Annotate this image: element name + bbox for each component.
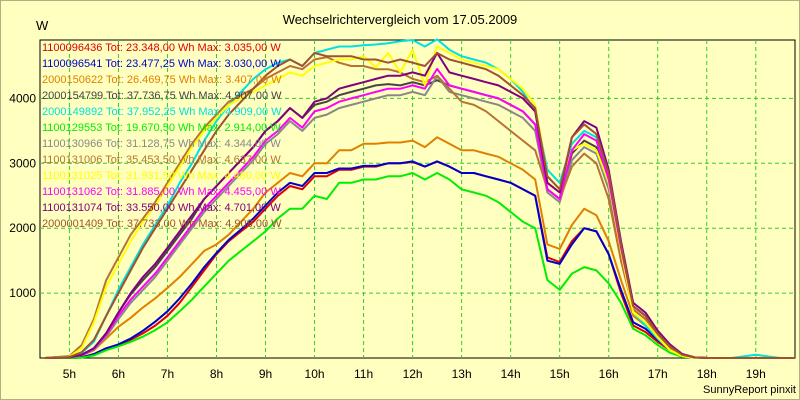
series-line-11 bbox=[44, 51, 795, 359]
x-tick-label: 18h bbox=[697, 367, 717, 381]
x-tick-label: 8h bbox=[210, 367, 223, 381]
y-tick-label: 2000 bbox=[9, 221, 36, 235]
series-lines bbox=[44, 38, 795, 359]
x-tick-label: 16h bbox=[599, 367, 619, 381]
legend-entry-11: 1100131074 Tot: 33.550,00 Wh Max: 4.701,… bbox=[42, 202, 281, 214]
y-tick-label: 1000 bbox=[9, 286, 36, 300]
series-line-3 bbox=[44, 136, 795, 359]
y-axis-label: W bbox=[36, 18, 49, 33]
x-tick-label: 6h bbox=[112, 367, 125, 381]
legend-entry-6: 1100129553 Tot: 19.670,50 Wh Max: 2.914,… bbox=[42, 122, 281, 134]
legend: 1100096436 Tot: 23.348,00 Wh Max: 3.035,… bbox=[42, 42, 282, 230]
y-tick-label: 3000 bbox=[9, 156, 36, 170]
y-axis-ticks: 1000 2000 3000 4000 bbox=[9, 91, 36, 300]
x-tick-label: 19h bbox=[746, 367, 766, 381]
legend-entry-7: 1100130966 Tot: 31.128,75 Wh Max: 4.344,… bbox=[42, 138, 281, 150]
series-line-6 bbox=[44, 172, 795, 359]
legend-entry-2: 1100096541 Tot: 23.477,25 Wh Max: 3.030,… bbox=[42, 58, 281, 70]
chart-title: Wechselrichtervergleich vom 17.05.2009 bbox=[283, 12, 518, 27]
legend-entry-10: 1100131062 Tot: 31.885,00 Wh Max: 4.455,… bbox=[42, 186, 281, 198]
legend-entry-8: 1100131006 Tot: 35.453,50 Wh Max: 4.637,… bbox=[42, 154, 281, 166]
y-tick-label: 4000 bbox=[9, 91, 36, 105]
x-axis-ticks: 5h 6h 7h 8h 9h 10h 11h 12h 13h 14h 15h 16h 17h 18h 19h bbox=[63, 367, 766, 381]
series-line-12 bbox=[44, 52, 795, 359]
legend-entry-3: 2000150622 Tot: 26.469,75 Wh Max: 3.407,… bbox=[42, 74, 282, 86]
legend-entry-5: 2000149892 Tot: 37.952,25 Wh Max: 4.909,… bbox=[42, 106, 282, 118]
x-tick-label: 7h bbox=[161, 367, 174, 381]
series-line-8 bbox=[44, 56, 795, 359]
x-tick-label: 12h bbox=[403, 367, 423, 381]
x-tick-label: 15h bbox=[550, 367, 570, 381]
x-tick-label: 14h bbox=[501, 367, 521, 381]
x-tick-label: 17h bbox=[648, 367, 668, 381]
series-line-2 bbox=[44, 160, 795, 359]
legend-entry-1: 1100096436 Tot: 23.348,00 Wh Max: 3.035,… bbox=[42, 42, 281, 54]
plot-area bbox=[39, 39, 796, 359]
legend-entry-9: 1100131025 Tot: 31.931,50 Wh Max: 4.480,… bbox=[42, 170, 281, 182]
x-tick-label: 11h bbox=[354, 367, 373, 381]
legend-entry-4: 2000154799 Tot: 37.736,75 Wh Max: 4.907,… bbox=[42, 90, 282, 102]
legend-entry-12: 2000001409 Tot: 37.733,00 Wh Max: 4.908,… bbox=[42, 218, 282, 230]
series-line-5 bbox=[44, 38, 795, 359]
footer-credit: SunnyReport pinxit bbox=[703, 384, 796, 396]
x-tick-label: 10h bbox=[305, 367, 325, 381]
x-tick-label: 9h bbox=[259, 367, 272, 381]
x-tick-label: 13h bbox=[452, 367, 472, 381]
x-tick-label: 5h bbox=[63, 367, 76, 381]
